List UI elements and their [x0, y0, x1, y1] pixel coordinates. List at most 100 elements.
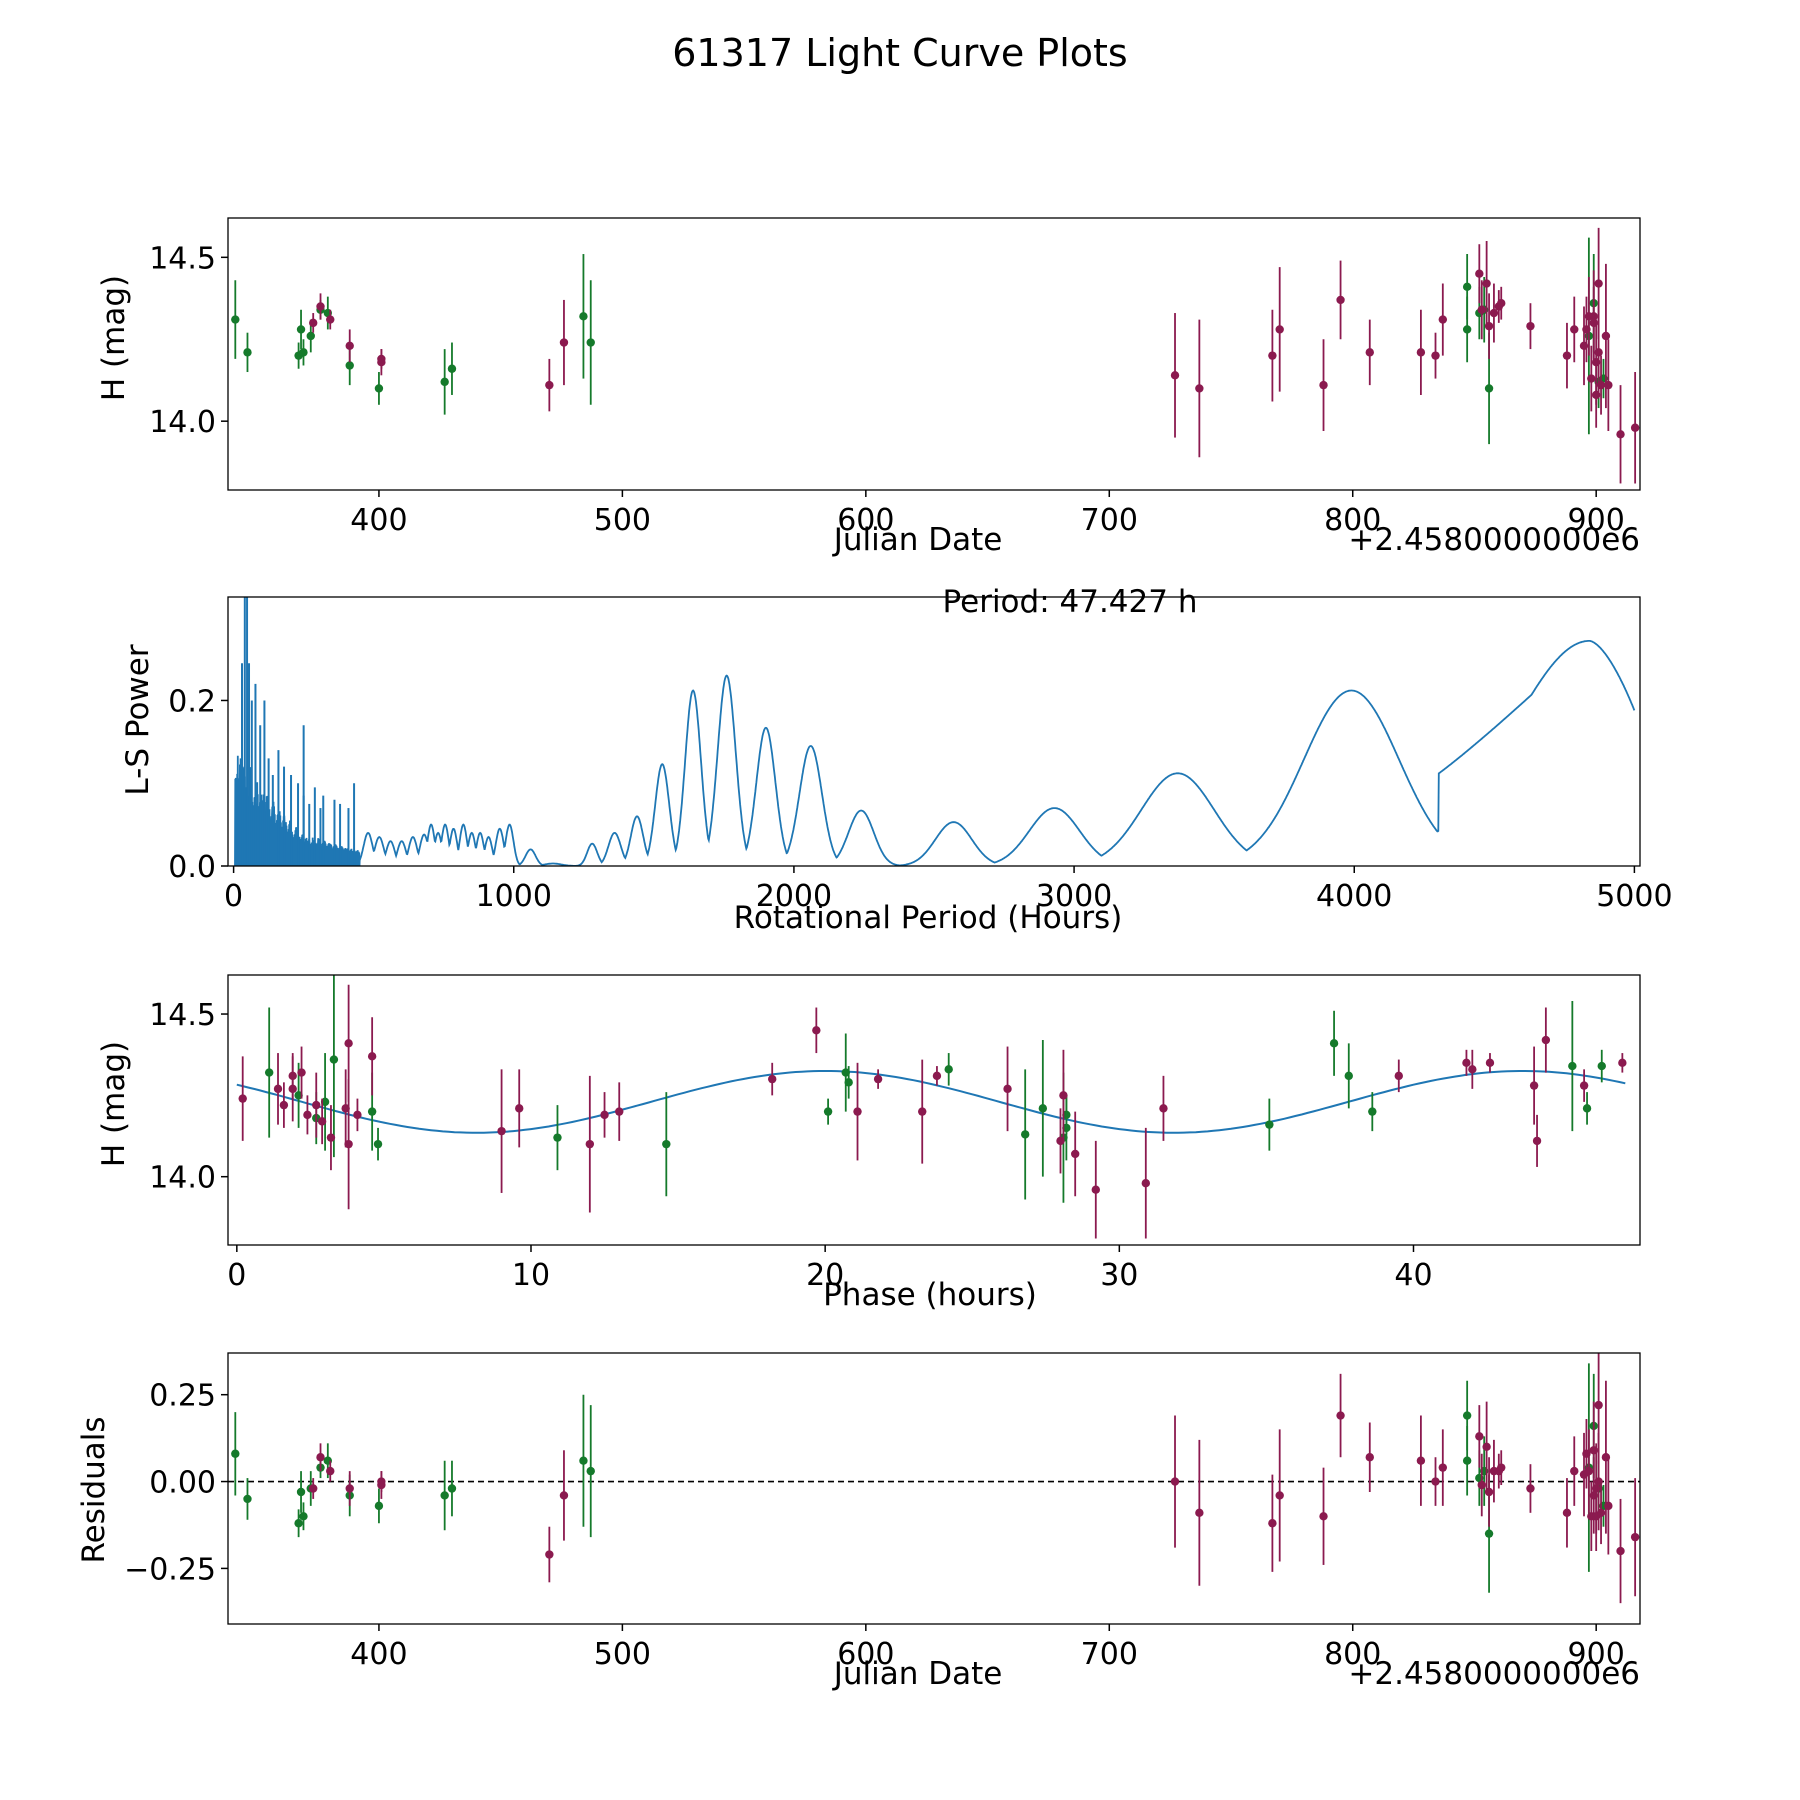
phased-point-red — [1003, 1084, 1012, 1094]
periodogram-xtick-label: 5000 — [1596, 879, 1672, 914]
periodogram-ylabel: L-S Power — [120, 644, 156, 795]
phased-point-red — [918, 1107, 927, 1116]
phased-point-red — [326, 1133, 336, 1142]
residuals-xtick-label: 400 — [350, 1637, 407, 1672]
lightcurve-point-red — [1594, 348, 1603, 357]
lightcurve-ytick-label: 14.0 — [149, 405, 216, 440]
period-annotation: Period: 47.427 h — [943, 584, 1198, 620]
lightcurve-point-green — [1462, 282, 1472, 292]
lightcurve-point-red — [345, 341, 354, 351]
residuals-point-red — [1596, 1508, 1606, 1518]
phased-point-red — [273, 1084, 283, 1094]
lightcurve-point-red — [326, 315, 335, 324]
residuals-point-red — [1484, 1487, 1494, 1497]
residuals-axes-frame — [227, 1352, 1641, 1625]
lightcurve-point-red — [1170, 371, 1180, 380]
residuals-xtick-label: 700 — [1081, 1637, 1138, 1672]
phased-point-red — [1529, 1081, 1539, 1090]
residuals-point-green — [231, 1449, 240, 1458]
lightcurve-axes-frame — [227, 217, 1641, 491]
residuals-point-red — [1477, 1480, 1486, 1490]
lightcurve-point-red — [316, 302, 325, 311]
lightcurve-ylabel: H (mag) — [96, 275, 132, 401]
residuals-point-red — [1526, 1484, 1535, 1493]
residuals-point-red — [1336, 1411, 1345, 1420]
residuals-point-red — [1438, 1463, 1448, 1472]
figure-title: 61317 Light Curve Plots — [672, 31, 1127, 75]
phased-point-red — [600, 1110, 609, 1120]
residuals-point-red — [1365, 1453, 1374, 1462]
phased-point-green — [264, 1068, 274, 1077]
periodogram-xlabel: Rotational Period (Hours) — [734, 900, 1123, 936]
phased-point-red — [768, 1074, 777, 1084]
lightcurve-point-red — [1570, 325, 1579, 334]
phased-xtick-label: 10 — [512, 1258, 550, 1293]
phased-point-red — [812, 1026, 821, 1035]
lightcurve-point-red — [1587, 374, 1596, 383]
phased-point-green — [823, 1107, 833, 1116]
periodogram-panel: Rotational Period (Hours) L-S Power Peri… — [120, 584, 1673, 936]
phased-point-green — [1265, 1120, 1274, 1129]
residuals-point-green — [243, 1494, 252, 1504]
phased-point-green — [944, 1065, 953, 1074]
residuals-point-green — [374, 1501, 384, 1511]
lightcurve-point-red — [1601, 331, 1611, 341]
residuals-point-red — [309, 1484, 318, 1493]
phased-point-red — [497, 1126, 506, 1136]
residuals-point-green — [447, 1484, 457, 1493]
phased-point-red — [873, 1074, 883, 1084]
lightcurve-point-green — [231, 315, 240, 324]
phased-point-green — [367, 1107, 377, 1116]
residuals-point-red — [1319, 1512, 1328, 1521]
phased-point-red — [1059, 1091, 1068, 1100]
lightcurve-xtick-label: 900 — [1568, 503, 1625, 538]
lightcurve-xtick-label: 600 — [837, 503, 894, 538]
periodogram-noise-spikes — [241, 597, 356, 866]
phased-point-green — [373, 1139, 383, 1149]
periodogram-power-line — [234, 640, 1636, 866]
residuals-offset-label: +2.4580000000e6 — [1348, 1656, 1640, 1692]
residuals-point-red — [545, 1550, 554, 1559]
lightcurve-point-red — [1616, 430, 1625, 439]
phased-point-red — [853, 1107, 862, 1116]
phased-point-green — [1568, 1061, 1577, 1071]
phased-xtick-label: 20 — [806, 1258, 844, 1293]
lightcurve-point-green — [579, 312, 588, 321]
phased-point-red — [585, 1139, 595, 1149]
lightcurve-xtick-label: 500 — [594, 503, 651, 538]
phased-point-red — [1532, 1136, 1542, 1146]
phased-point-red — [1579, 1081, 1589, 1090]
residuals-point-red — [1497, 1463, 1506, 1472]
lightcurve-point-red — [559, 338, 569, 347]
periodogram-ytick-label: 0.0 — [168, 850, 216, 885]
phased-point-green — [1020, 1130, 1030, 1139]
residuals-xlabel: Julian Date — [832, 1656, 1003, 1692]
residuals-ytick-label: −0.25 — [124, 1552, 216, 1587]
residuals-ytick-label: 0.25 — [149, 1379, 216, 1414]
phased-point-red — [1485, 1058, 1495, 1068]
lightcurve-point-green — [440, 377, 449, 387]
lightcurve-point-red — [1268, 351, 1277, 360]
phased-point-red — [1462, 1058, 1471, 1068]
phased-point-green — [1368, 1107, 1377, 1116]
phased-xtick-label: 40 — [1394, 1258, 1432, 1293]
phased-point-red — [367, 1052, 377, 1061]
lightcurve-point-green — [374, 384, 384, 393]
residuals-point-green — [1484, 1529, 1494, 1538]
periodogram-xtick-label: 3000 — [1036, 879, 1112, 914]
phased-point-green — [1038, 1104, 1048, 1113]
residuals-point-green — [579, 1456, 588, 1465]
lightcurve-point-red — [1604, 380, 1613, 390]
phased-model-curve — [236, 1070, 1626, 1134]
phased-point-red — [353, 1110, 362, 1120]
residuals-point-red — [1616, 1546, 1625, 1556]
lightcurve-point-red — [1484, 321, 1494, 331]
residuals-xtick-label: 900 — [1568, 1637, 1625, 1672]
phased-xtick-label: 0 — [227, 1258, 246, 1293]
residuals-point-red — [1630, 1532, 1640, 1542]
lightcurve-point-red — [1526, 321, 1535, 331]
phased-xtick-label: 30 — [1100, 1258, 1138, 1293]
lightcurve-xtick-label: 400 — [350, 503, 407, 538]
lightcurve-point-green — [306, 331, 315, 341]
